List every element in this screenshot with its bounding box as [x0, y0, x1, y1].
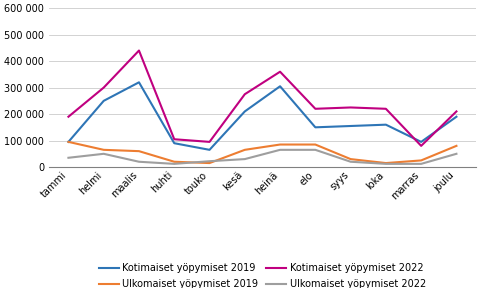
Kotimaiset yöpymiset 2022	[383, 107, 389, 111]
Ulkomaiset yöpymiset 2022	[348, 160, 353, 164]
Kotimaiset yöpymiset 2022	[207, 140, 213, 144]
Line: Ulkomaiset yöpymiset 2019: Ulkomaiset yöpymiset 2019	[69, 142, 456, 163]
Ulkomaiset yöpymiset 2022	[277, 148, 283, 151]
Kotimaiset yöpymiset 2022	[312, 107, 318, 111]
Kotimaiset yöpymiset 2022	[171, 137, 177, 141]
Kotimaiset yöpymiset 2022	[348, 106, 353, 109]
Ulkomaiset yöpymiset 2019	[383, 161, 389, 165]
Kotimaiset yöpymiset 2019	[101, 99, 107, 103]
Line: Ulkomaiset yöpymiset 2022: Ulkomaiset yöpymiset 2022	[69, 150, 456, 164]
Ulkomaiset yöpymiset 2022	[383, 162, 389, 166]
Ulkomaiset yöpymiset 2022	[207, 160, 213, 163]
Ulkomaiset yöpymiset 2022	[136, 160, 142, 164]
Kotimaiset yöpymiset 2022	[66, 115, 72, 118]
Kotimaiset yöpymiset 2019	[418, 140, 424, 144]
Ulkomaiset yöpymiset 2019	[242, 148, 248, 151]
Ulkomaiset yöpymiset 2019	[277, 143, 283, 146]
Kotimaiset yöpymiset 2019	[454, 115, 459, 118]
Kotimaiset yöpymiset 2019	[136, 81, 142, 84]
Ulkomaiset yöpymiset 2019	[312, 143, 318, 146]
Kotimaiset yöpymiset 2019	[277, 85, 283, 88]
Ulkomaiset yöpymiset 2022	[101, 152, 107, 156]
Kotimaiset yöpymiset 2019	[312, 126, 318, 129]
Kotimaiset yöpymiset 2019	[383, 123, 389, 126]
Legend: Kotimaiset yöpymiset 2019, Ulkomaiset yöpymiset 2019, Kotimaiset yöpymiset 2022,: Kotimaiset yöpymiset 2019, Ulkomaiset yö…	[95, 259, 430, 288]
Ulkomaiset yöpymiset 2022	[418, 162, 424, 166]
Ulkomaiset yöpymiset 2022	[454, 152, 459, 156]
Kotimaiset yöpymiset 2022	[454, 110, 459, 113]
Kotimaiset yöpymiset 2019	[348, 124, 353, 128]
Kotimaiset yöpymiset 2019	[66, 140, 72, 144]
Ulkomaiset yöpymiset 2019	[101, 148, 107, 151]
Kotimaiset yöpymiset 2022	[277, 70, 283, 73]
Ulkomaiset yöpymiset 2022	[66, 156, 72, 160]
Kotimaiset yöpymiset 2022	[136, 49, 142, 52]
Ulkomaiset yöpymiset 2019	[136, 149, 142, 153]
Ulkomaiset yöpymiset 2019	[454, 144, 459, 147]
Kotimaiset yöpymiset 2022	[101, 86, 107, 89]
Ulkomaiset yöpymiset 2022	[242, 157, 248, 161]
Ulkomaiset yöpymiset 2019	[66, 140, 72, 144]
Ulkomaiset yöpymiset 2022	[312, 148, 318, 151]
Ulkomaiset yöpymiset 2019	[207, 161, 213, 165]
Kotimaiset yöpymiset 2022	[242, 92, 248, 96]
Kotimaiset yöpymiset 2019	[207, 148, 213, 151]
Ulkomaiset yöpymiset 2019	[418, 159, 424, 162]
Line: Kotimaiset yöpymiset 2019: Kotimaiset yöpymiset 2019	[69, 82, 456, 150]
Ulkomaiset yöpymiset 2022	[171, 162, 177, 166]
Kotimaiset yöpymiset 2019	[242, 110, 248, 113]
Ulkomaiset yöpymiset 2019	[171, 160, 177, 164]
Kotimaiset yöpymiset 2022	[418, 144, 424, 147]
Ulkomaiset yöpymiset 2019	[348, 157, 353, 161]
Kotimaiset yöpymiset 2019	[171, 141, 177, 145]
Line: Kotimaiset yöpymiset 2022: Kotimaiset yöpymiset 2022	[69, 50, 456, 146]
